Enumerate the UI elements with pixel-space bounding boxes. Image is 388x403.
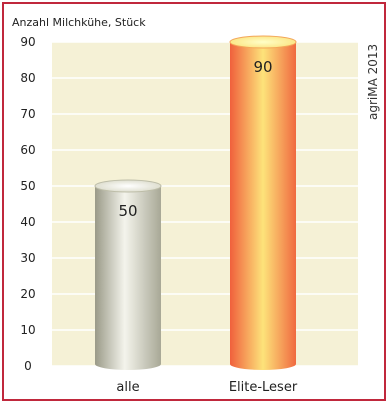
y-tick-label: 60 [20, 143, 35, 157]
bar-value-label: 90 [253, 58, 272, 76]
x-category-label: Elite-Leser [229, 380, 298, 395]
bar-value-label: 50 [118, 202, 137, 220]
y-axis-label: Anzahl Milchkühe, Stück [12, 16, 146, 29]
x-category-label: alle [116, 380, 139, 395]
y-tick-label: 10 [20, 323, 35, 337]
y-tick-label: 40 [20, 215, 35, 229]
y-tick-label: 50 [20, 179, 35, 193]
y-tick-label: 70 [20, 107, 35, 121]
bar-top [229, 35, 297, 49]
bar-elite-leser: 90 [229, 35, 297, 370]
bar-body [230, 42, 296, 370]
y-tick-label: 30 [20, 251, 35, 265]
y-tick-label: 0 [24, 359, 32, 373]
bar-top [94, 179, 162, 193]
y-tick-label: 90 [20, 35, 35, 49]
y-tick-label: 80 [20, 71, 35, 85]
bar-alle: 50 [94, 179, 162, 370]
y-tick-label: 20 [20, 287, 35, 301]
bar-body [95, 186, 161, 370]
